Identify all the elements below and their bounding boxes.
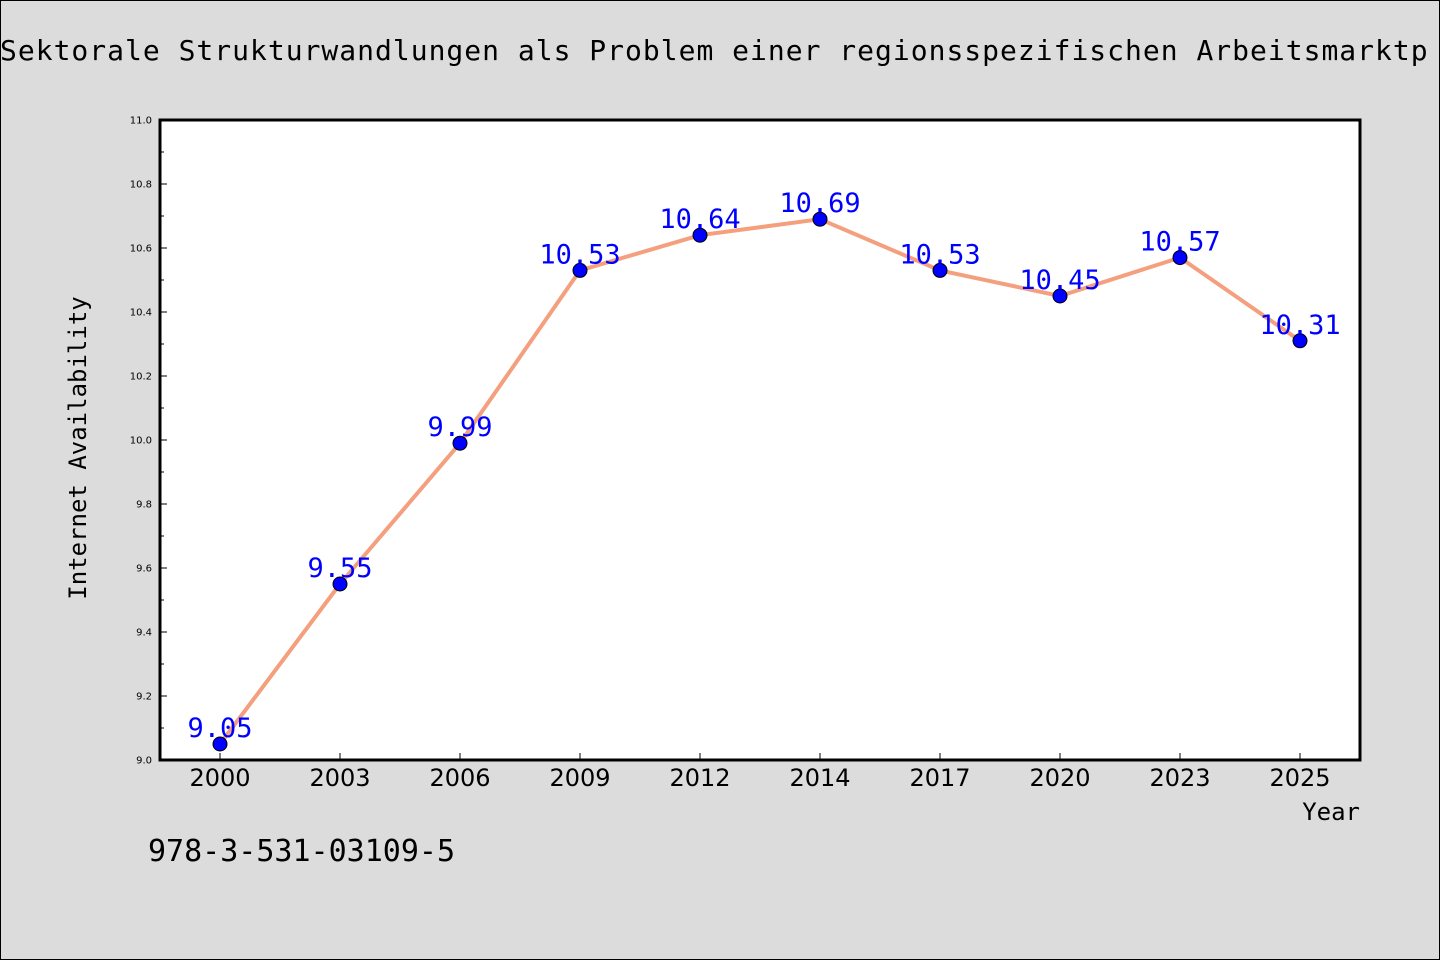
x-tick-label: 2000 <box>189 764 250 792</box>
data-point <box>692 227 708 243</box>
data-point <box>1292 333 1308 349</box>
data-label: 9.55 <box>307 553 372 584</box>
x-tick-label: 2020 <box>1029 764 1090 792</box>
axis-ticks: 9.0 9.2 9.4 9.6 9.8 10.0 10.2 10.4 10.6 10.8 11.0 2… <box>130 116 1331 793</box>
x-tick-label: 2012 <box>669 764 730 792</box>
y-tick-label: 10.8 <box>130 180 152 191</box>
data-point <box>812 211 828 227</box>
data-label: 10.31 <box>1259 310 1340 341</box>
data-label: 10.53 <box>899 239 980 270</box>
data-point <box>452 435 468 451</box>
data-label: 10.53 <box>539 239 620 270</box>
y-tick-label: 9.8 <box>136 500 152 511</box>
y-tick-label: 11.0 <box>130 116 152 127</box>
data-point <box>1052 288 1068 304</box>
data-point <box>572 262 588 278</box>
data-label: 10.45 <box>1019 265 1100 296</box>
y-tick-label: 9.0 <box>136 756 152 767</box>
y-tick-label: 10.0 <box>130 436 152 447</box>
x-tick-label: 2023 <box>1149 764 1210 792</box>
x-tick-label: 2014 <box>789 764 850 792</box>
isbn-footnote: 978-3-531-03109-5 <box>148 834 456 869</box>
x-tick-label: 2003 <box>309 764 370 792</box>
data-point <box>212 736 228 752</box>
data-label: 9.99 <box>427 412 492 443</box>
y-tick-label: 9.4 <box>136 628 152 639</box>
data-label: 9.05 <box>187 713 252 744</box>
y-tick-label: 9.6 <box>136 564 152 575</box>
series-layer: 9.05 9.55 9.99 10.53 10.64 10.69 10.53 10.45 10.… <box>187 188 1341 752</box>
x-tick-label: 2025 <box>1269 764 1330 792</box>
y-tick-label: 10.4 <box>130 308 152 319</box>
data-label: 10.57 <box>1139 227 1220 258</box>
y-tick-label: 10.6 <box>130 244 152 255</box>
x-axis-label: Year <box>1302 798 1360 826</box>
y-tick-label: 10.2 <box>130 372 152 383</box>
data-point <box>932 262 948 278</box>
plot-border <box>158 118 1362 762</box>
y-axis-label: Internet Availability <box>64 296 92 599</box>
x-tick-label: 2009 <box>549 764 610 792</box>
x-tick-label: 2006 <box>429 764 490 792</box>
series-line <box>218 217 1302 746</box>
data-label: 10.64 <box>659 204 740 235</box>
plot-area <box>160 120 1360 760</box>
y-tick-label: 9.2 <box>136 692 152 703</box>
data-point <box>1172 250 1188 266</box>
chart-title: Sektorale Strukturwandlungen als Problem… <box>0 34 1429 67</box>
x-tick-label: 2017 <box>909 764 970 792</box>
data-point <box>332 576 348 592</box>
data-label: 10.69 <box>779 188 860 219</box>
